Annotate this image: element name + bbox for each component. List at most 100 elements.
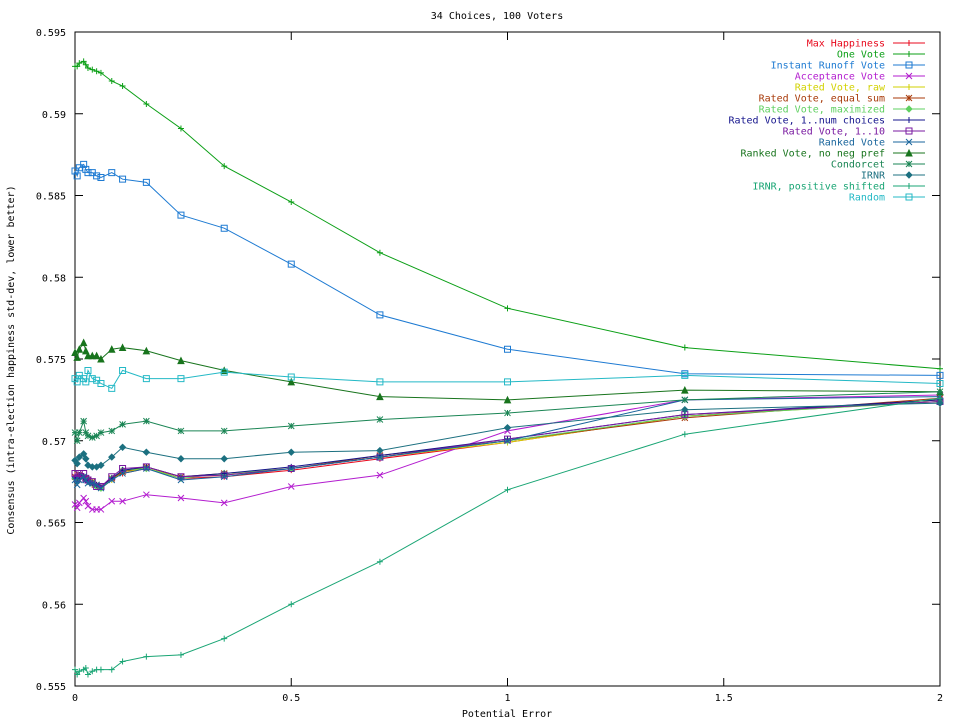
data-point bbox=[143, 465, 150, 472]
data-point bbox=[177, 356, 185, 365]
data-point bbox=[80, 160, 88, 168]
legend-marker bbox=[905, 61, 913, 69]
data-point bbox=[376, 446, 384, 455]
data-point bbox=[108, 453, 116, 461]
series-2 bbox=[72, 58, 943, 372]
data-point bbox=[93, 68, 100, 75]
y-axis-label: Consensus (intra-election happiness std-… bbox=[6, 185, 17, 534]
legend-label: Random bbox=[849, 193, 885, 204]
data-point bbox=[89, 66, 96, 73]
data-point bbox=[936, 371, 944, 379]
data-point bbox=[142, 448, 151, 456]
data-point bbox=[108, 78, 115, 85]
data-point bbox=[177, 375, 185, 383]
data-point bbox=[504, 437, 511, 445]
legend-marker bbox=[905, 127, 913, 135]
data-point bbox=[80, 58, 87, 65]
y-tick-label: 0.585 bbox=[36, 192, 66, 203]
data-point bbox=[108, 497, 116, 505]
data-point bbox=[376, 392, 384, 401]
legend-entry: IRNR, positive shifted bbox=[753, 182, 925, 193]
legend-label: Instant Runoff Vote bbox=[771, 61, 885, 72]
y-tick-label: 0.57 bbox=[42, 437, 66, 448]
data-point bbox=[97, 506, 105, 513]
legend-entry: One Vote bbox=[837, 50, 925, 61]
legend-label: IRNR, positive shifted bbox=[753, 182, 885, 193]
data-point bbox=[73, 353, 81, 361]
data-point bbox=[82, 429, 90, 436]
data-point bbox=[80, 469, 88, 477]
series-line bbox=[74, 341, 941, 401]
data-point bbox=[287, 373, 295, 381]
data-point bbox=[119, 366, 127, 374]
legend-marker bbox=[906, 51, 912, 57]
legend-entry: Condorcet bbox=[831, 160, 925, 171]
data-point bbox=[119, 421, 126, 428]
data-point bbox=[108, 666, 115, 673]
data-point bbox=[72, 666, 78, 673]
data-point bbox=[936, 380, 944, 388]
legend-marker bbox=[906, 183, 912, 189]
data-point bbox=[287, 260, 295, 268]
data-point bbox=[288, 199, 295, 206]
data-point bbox=[75, 429, 83, 436]
legend-entry: Rated Vote, raw bbox=[795, 83, 925, 94]
data-point bbox=[88, 375, 96, 383]
data-point bbox=[93, 481, 100, 489]
data-point bbox=[177, 651, 184, 658]
data-point bbox=[88, 434, 96, 441]
legend-marker bbox=[905, 94, 913, 102]
legend-label: Ranked Vote bbox=[819, 138, 885, 149]
legend-entry: Ranked Vote bbox=[819, 138, 925, 149]
data-point bbox=[287, 422, 295, 430]
data-point bbox=[89, 668, 96, 675]
legend-entry: Rated Vote, 1..10 bbox=[783, 127, 925, 138]
legend-label: One Vote bbox=[837, 50, 885, 61]
legend-label: Rated Vote, raw bbox=[795, 83, 886, 94]
data-point bbox=[97, 666, 104, 673]
data-point bbox=[93, 432, 100, 440]
data-point bbox=[108, 476, 116, 484]
data-point bbox=[177, 427, 185, 435]
legend-label: Ranked Vote, no neg pref bbox=[741, 149, 886, 160]
data-point bbox=[71, 429, 79, 436]
legend-label: IRNR bbox=[861, 171, 886, 182]
x-tick-label: 2 bbox=[937, 693, 943, 704]
data-point bbox=[376, 311, 384, 319]
y-tick-label: 0.555 bbox=[36, 682, 66, 693]
data-point bbox=[75, 371, 83, 379]
data-point bbox=[681, 431, 688, 438]
legend-label: Condorcet bbox=[831, 160, 885, 171]
data-point bbox=[97, 174, 105, 182]
data-point bbox=[504, 435, 511, 443]
data-point bbox=[97, 461, 105, 469]
legend-marker bbox=[905, 138, 913, 146]
data-point bbox=[504, 486, 511, 493]
legend-marker bbox=[906, 84, 912, 90]
data-point bbox=[503, 423, 512, 432]
data-point bbox=[220, 224, 228, 232]
data-point bbox=[80, 375, 88, 383]
data-point bbox=[504, 305, 511, 312]
data-point bbox=[93, 172, 101, 180]
x-axis-label: Potential Error bbox=[462, 709, 552, 720]
data-point bbox=[88, 351, 97, 360]
data-point bbox=[76, 60, 83, 67]
data-point bbox=[108, 427, 116, 435]
data-point bbox=[119, 470, 126, 477]
legend-marker bbox=[905, 160, 913, 168]
data-point bbox=[220, 455, 228, 463]
data-point bbox=[504, 409, 511, 417]
y-tick-label: 0.58 bbox=[42, 273, 66, 284]
data-point bbox=[503, 395, 512, 404]
data-point bbox=[88, 169, 96, 177]
data-point bbox=[142, 178, 150, 186]
series-12 bbox=[71, 388, 944, 445]
legend-entry: Rated Vote, equal sum bbox=[759, 94, 925, 105]
y-tick-label: 0.56 bbox=[42, 600, 66, 611]
data-point bbox=[93, 376, 101, 384]
data-point bbox=[84, 366, 92, 374]
data-point bbox=[376, 453, 384, 461]
data-point bbox=[97, 69, 104, 76]
